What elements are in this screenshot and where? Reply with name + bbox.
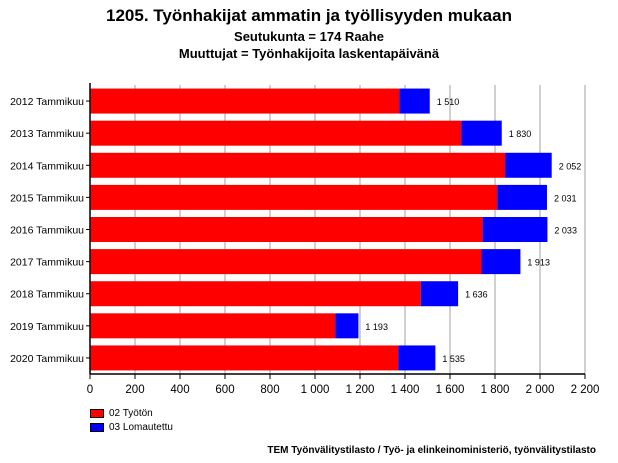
y-tick-label: 2017 Tammikuu <box>10 257 84 269</box>
x-tick-label: 1 000 <box>301 384 330 396</box>
x-tick-label: 2 200 <box>571 384 600 396</box>
y-tick-label: 2012 Tammikuu <box>10 96 84 108</box>
bar-segment-tyoton <box>90 313 336 339</box>
bar-total-label: 1 830 <box>509 129 532 139</box>
x-tick-label: 1 600 <box>436 384 465 396</box>
legend-swatch-lomautettu <box>90 423 104 432</box>
x-tick-label: 400 <box>170 384 189 396</box>
chart-title: 1205. Työnhakijat ammatin ja työllisyyde… <box>106 6 512 25</box>
bar-total-label: 1 535 <box>442 354 465 364</box>
y-tick-label: 2018 Tammikuu <box>10 289 84 301</box>
y-tick-label: 2013 Tammikuu <box>10 128 84 140</box>
bar-total-label: 2 031 <box>554 193 577 203</box>
chart-subtitle-variable: Muuttujat = Työnhakijoita laskentapäivän… <box>178 46 440 61</box>
bar-segment-tyoton <box>90 345 399 371</box>
bar-total-label: 1 510 <box>437 97 460 107</box>
bar-segment-lomautettu <box>335 313 359 339</box>
bar-segment-lomautettu <box>482 217 548 242</box>
bar-segment-lomautettu <box>399 88 430 114</box>
legend-item-lomautettu: 03 Lomautettu <box>90 422 173 433</box>
bar-segment-lomautettu <box>420 281 459 307</box>
bar-segment-tyoton <box>90 120 462 146</box>
bar-segment-tyoton <box>90 217 483 242</box>
x-tick-label: 1 200 <box>346 384 375 396</box>
legend-item-tyoton: 02 Työtön <box>90 408 153 419</box>
bar-segment-tyoton <box>90 88 400 114</box>
x-tick-label: 200 <box>125 384 144 396</box>
y-tick-label: 2014 Tammikuu <box>10 160 84 172</box>
x-tick-label: 600 <box>215 384 234 396</box>
bar-segment-tyoton <box>90 249 482 275</box>
bar-segment-tyoton <box>90 152 506 178</box>
x-tick-label: 800 <box>260 384 279 396</box>
bar-segment-lomautettu <box>505 152 552 178</box>
bar-total-label: 2 052 <box>559 161 582 171</box>
legend-swatch-tyoton <box>90 409 104 418</box>
chart-subtitle-region: Seutukunta = 174 Raahe <box>234 29 384 44</box>
x-tick-label: 2 000 <box>526 384 555 396</box>
bar-total-label: 1 636 <box>465 290 488 300</box>
x-tick-label: 0 <box>87 384 93 396</box>
bar-segment-lomautettu <box>398 345 436 371</box>
bar-total-label: 1 913 <box>527 258 550 268</box>
y-tick-label: 2019 Tammikuu <box>10 321 84 333</box>
bar-total-label: 2 033 <box>554 226 577 236</box>
bar-total-label: 1 193 <box>365 322 388 332</box>
y-tick-label: 2020 Tammikuu <box>10 353 84 365</box>
y-tick-label: 2015 Tammikuu <box>10 192 84 204</box>
bar-segment-tyoton <box>90 281 421 307</box>
source-footer: TEM Työnvälitystilasto / Työ- ja elinkei… <box>267 445 596 456</box>
bar-segment-lomautettu <box>481 249 521 275</box>
legend-label-lomautettu: 03 Lomautettu <box>109 422 173 433</box>
bar-segment-tyoton <box>90 184 498 210</box>
y-tick-label: 2016 Tammikuu <box>10 225 84 237</box>
legend-label-tyoton: 02 Työtön <box>109 408 153 419</box>
x-tick-label: 1 800 <box>481 384 510 396</box>
x-tick-label: 1 400 <box>391 384 420 396</box>
bar-segment-lomautettu <box>461 120 502 146</box>
bar-segment-lomautettu <box>497 184 547 210</box>
